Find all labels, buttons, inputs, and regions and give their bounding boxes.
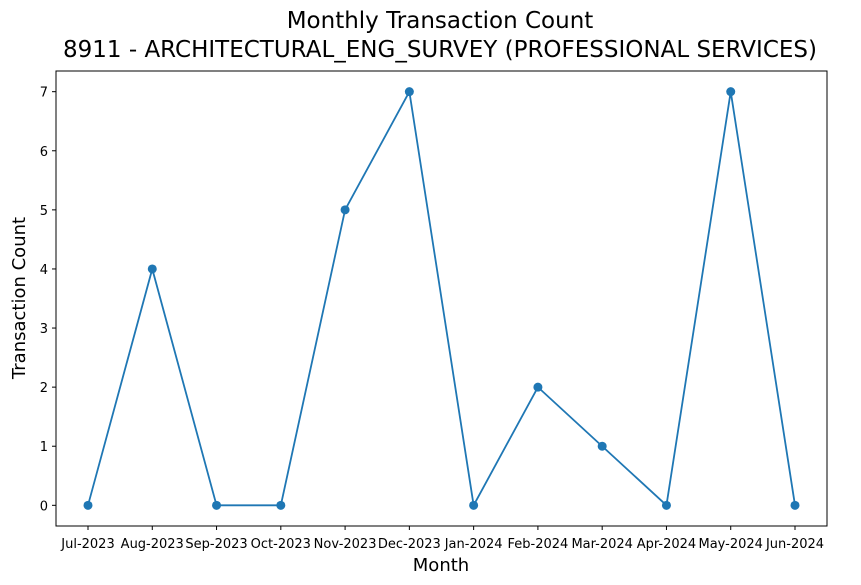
x-tick-label: Oct-2023 <box>251 537 311 552</box>
x-tick-label: Jun-2024 <box>765 537 824 552</box>
x-tick-label: Jan-2024 <box>444 537 503 552</box>
data-point <box>661 500 671 510</box>
x-tick-label: Jul-2023 <box>60 537 114 552</box>
x-tick-label: Mar-2024 <box>571 537 632 552</box>
data-point <box>83 500 93 510</box>
x-tick-label: May-2024 <box>699 537 763 552</box>
x-tick-label: Apr-2024 <box>637 537 696 552</box>
data-point <box>790 500 800 510</box>
x-axis-label: Month <box>413 555 469 576</box>
y-tick-label: 2 <box>40 381 48 396</box>
data-point <box>469 500 479 510</box>
y-tick-label: 6 <box>40 145 48 160</box>
data-point <box>726 87 736 97</box>
data-point <box>276 500 286 510</box>
series-line <box>87 88 796 509</box>
series-group <box>83 87 800 510</box>
data-point <box>404 87 414 97</box>
y-tick-label: 5 <box>40 204 48 219</box>
y-axis: 0 1 2 3 4 5 6 7 <box>40 86 56 514</box>
y-tick-label: 7 <box>40 86 48 101</box>
x-tick-label: Aug-2023 <box>121 537 184 552</box>
x-tick-label: Nov-2023 <box>314 537 377 552</box>
chart-title: Monthly Transaction Count <box>287 8 594 34</box>
y-tick-label: 3 <box>40 322 48 337</box>
data-point <box>147 264 157 274</box>
data-point <box>212 500 222 510</box>
y-tick-label: 4 <box>40 263 48 278</box>
x-tick-label: Dec-2023 <box>378 537 441 552</box>
data-point <box>340 205 350 215</box>
plot-frame <box>55 70 828 527</box>
x-tick-label: Sep-2023 <box>185 537 247 552</box>
x-axis: Jul-2023 Aug-2023 Sep-2023 Oct-2023 Nov-2023… <box>60 526 824 552</box>
y-axis-label: Transaction Count <box>9 217 30 380</box>
data-point <box>533 382 543 392</box>
y-tick-label: 1 <box>40 440 48 455</box>
data-point <box>597 441 607 451</box>
chart-subtitle: 8911 - ARCHITECTURAL_ENG_SURVEY (PROFESS… <box>63 37 817 63</box>
x-tick-label: Feb-2024 <box>508 537 569 552</box>
y-tick-label: 0 <box>40 499 48 514</box>
